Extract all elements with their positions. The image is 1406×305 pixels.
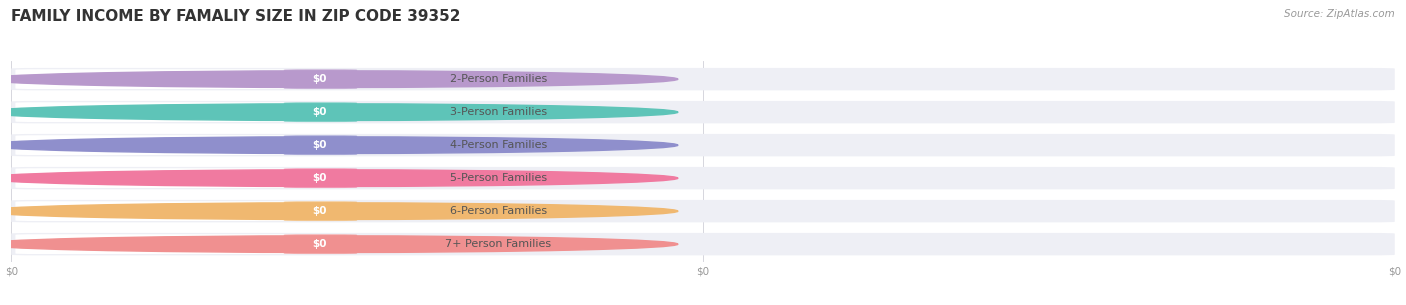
Circle shape xyxy=(0,137,678,153)
Circle shape xyxy=(0,236,678,253)
Text: $0: $0 xyxy=(312,206,328,216)
Circle shape xyxy=(0,104,678,120)
Text: $0: $0 xyxy=(312,140,328,150)
Text: 5-Person Families: 5-Person Families xyxy=(450,173,547,183)
FancyBboxPatch shape xyxy=(11,233,1395,255)
Text: $0: $0 xyxy=(312,173,328,183)
Circle shape xyxy=(0,203,678,220)
Text: 2-Person Families: 2-Person Families xyxy=(450,74,547,84)
FancyBboxPatch shape xyxy=(284,135,357,155)
Text: 3-Person Families: 3-Person Families xyxy=(450,107,547,117)
FancyBboxPatch shape xyxy=(11,68,1395,90)
FancyBboxPatch shape xyxy=(15,234,350,254)
FancyBboxPatch shape xyxy=(284,201,357,221)
Text: $0: $0 xyxy=(312,74,328,84)
FancyBboxPatch shape xyxy=(11,167,1395,189)
Text: $0: $0 xyxy=(312,239,328,249)
FancyBboxPatch shape xyxy=(11,101,1395,123)
Text: 6-Person Families: 6-Person Families xyxy=(450,206,547,216)
FancyBboxPatch shape xyxy=(11,200,1395,222)
FancyBboxPatch shape xyxy=(15,135,350,155)
Text: 4-Person Families: 4-Person Families xyxy=(450,140,547,150)
Text: Source: ZipAtlas.com: Source: ZipAtlas.com xyxy=(1284,9,1395,19)
FancyBboxPatch shape xyxy=(284,102,357,122)
FancyBboxPatch shape xyxy=(284,168,357,188)
Text: $0: $0 xyxy=(312,107,328,117)
Circle shape xyxy=(0,71,678,88)
FancyBboxPatch shape xyxy=(15,201,350,221)
Text: FAMILY INCOME BY FAMALIY SIZE IN ZIP CODE 39352: FAMILY INCOME BY FAMALIY SIZE IN ZIP COD… xyxy=(11,9,461,24)
FancyBboxPatch shape xyxy=(11,134,1395,156)
FancyBboxPatch shape xyxy=(15,69,350,89)
FancyBboxPatch shape xyxy=(15,102,350,122)
FancyBboxPatch shape xyxy=(284,234,357,254)
FancyBboxPatch shape xyxy=(284,69,357,89)
FancyBboxPatch shape xyxy=(15,168,350,188)
Circle shape xyxy=(0,170,678,186)
Text: 7+ Person Families: 7+ Person Families xyxy=(446,239,551,249)
